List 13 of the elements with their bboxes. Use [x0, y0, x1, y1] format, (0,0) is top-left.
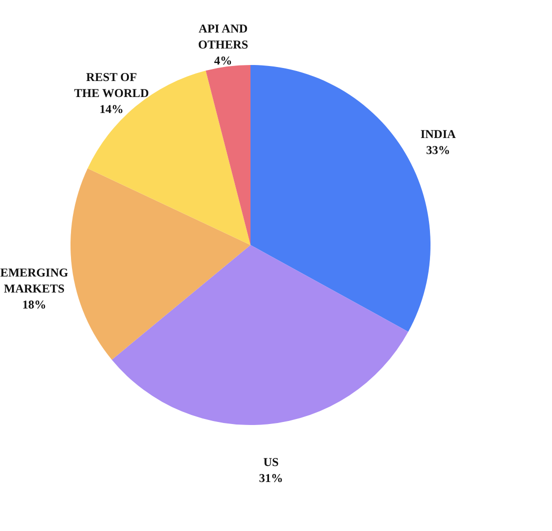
slice-label: EMERGING MARKETS [0, 265, 68, 296]
pie-slice [206, 65, 250, 245]
slice-label: US [263, 455, 280, 470]
slice-label: REST OF THE WORLD [74, 70, 150, 100]
data-label: 31% [259, 471, 284, 486]
data-label: 14% [100, 102, 124, 116]
pie-slice [112, 245, 408, 425]
data-label: 4% [214, 54, 232, 68]
pie-slice [70, 168, 250, 360]
data-label: 18% [22, 297, 46, 312]
data-label: 33% [426, 143, 450, 158]
slice-label: API AND OTHERS [198, 22, 249, 52]
slice-label: INDIA [420, 127, 456, 142]
